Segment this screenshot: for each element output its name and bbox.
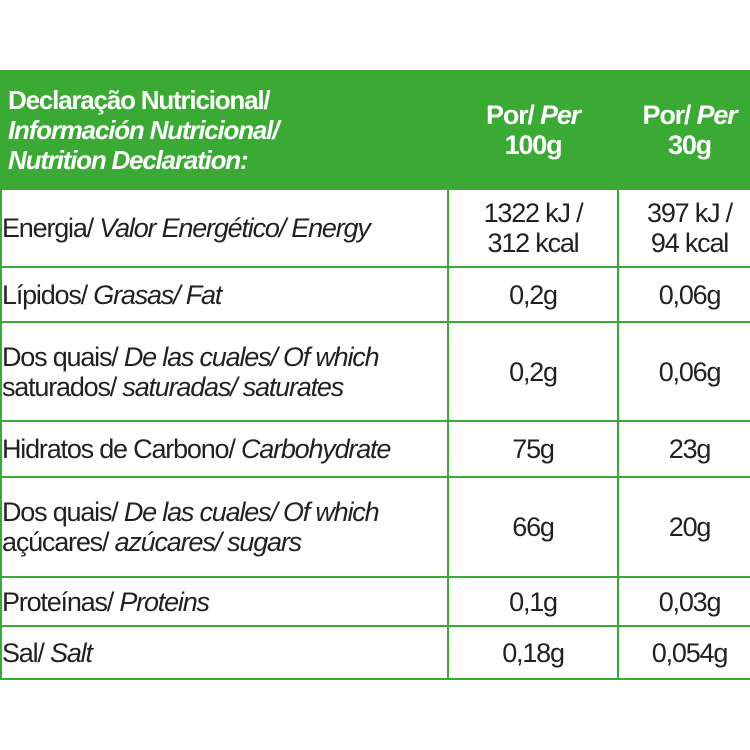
row-value: 0,06g: [617, 321, 750, 422]
header-per-line: Por/ Per: [619, 100, 750, 130]
header-per: Per: [540, 100, 581, 130]
label-line: Energia/ Valor Energético/ Energy: [2, 213, 447, 243]
header-label: Declaração Nutricional/Información Nutri…: [0, 70, 449, 190]
row-label: Dos quais/ De las cuales/ Of which satura…: [0, 321, 449, 422]
label-pt: Sal/: [2, 637, 51, 668]
value-line: 0,06g: [658, 356, 722, 387]
label-pt: saturados/: [2, 371, 123, 402]
value-line: 94 kcal: [650, 228, 729, 258]
label-line: Dos quais/ De las cuales/ Of which: [2, 497, 447, 527]
row-value: 1322 kJ /312 kcal: [447, 188, 619, 268]
value-line: 0,054g: [651, 637, 729, 668]
label-line: Dos quais/ De las cuales/ Of which: [2, 342, 447, 372]
label-line: saturados/ saturadas/ saturates: [2, 372, 447, 402]
label-pt: Energia/: [2, 213, 100, 243]
label-translation: De las cuales/ Of which: [123, 497, 380, 527]
header-title-line: Información Nutricional/: [8, 115, 279, 145]
label-pt: Hidratos de Carbono/: [2, 434, 241, 464]
label-pt: Dos quais/: [2, 341, 124, 372]
table-row: Dos quais/ De las cuales/ Of which açúcar…: [0, 476, 750, 578]
table-row: Proteínas/ Proteins 0,1g 0,03g: [0, 576, 750, 627]
value-line: 75g: [512, 434, 555, 464]
nutrition-table: Declaração Nutricional/Información Nutri…: [0, 70, 750, 680]
row-value: 0,06g: [617, 266, 750, 323]
value-line: 20g: [668, 512, 712, 542]
table: Declaração Nutricional/Información Nutri…: [0, 70, 750, 680]
value-line: 397 kJ /: [647, 198, 733, 228]
row-value: 397 kJ /94 kcal: [617, 188, 750, 268]
row-label: Hidratos de Carbono/ Carbohydrate: [0, 420, 449, 478]
label-translation: Carbohydrate: [240, 434, 391, 464]
row-label: Sal/ Salt: [0, 625, 449, 680]
header-column: Por/ Per 30g: [617, 70, 750, 190]
label-line: Hidratos de Carbono/ Carbohydrate: [2, 434, 447, 464]
row-value: 0,2g: [447, 321, 619, 422]
row-label: Energia/ Valor Energético/ Energy: [0, 188, 449, 268]
label-translation: De las cuales/ Of which: [123, 341, 380, 372]
label-pt: açúcares/: [2, 527, 115, 557]
header-amount: 30g: [668, 130, 712, 160]
header-title-line: Declaração Nutricional/: [8, 85, 271, 115]
header-row: Declaração Nutricional/Información Nutri…: [0, 70, 750, 190]
table-body: Energia/ Valor Energético/ Energy 1322 kJ…: [0, 188, 750, 680]
row-value: 66g: [447, 476, 619, 578]
value-line: 0,18g: [502, 637, 565, 668]
row-value: 23g: [617, 420, 750, 478]
row-label: Proteínas/ Proteins: [0, 576, 449, 627]
value-line: 0,03g: [658, 586, 722, 617]
value-line: 66g: [512, 512, 555, 542]
table-row: Sal/ Salt 0,18g 0,054g: [0, 625, 750, 680]
label-pt: Dos quais/: [2, 497, 124, 527]
value-line: 1322 kJ /: [483, 198, 584, 228]
label-line: Sal/ Salt: [2, 638, 447, 668]
row-value: 0,054g: [617, 625, 750, 680]
header-por: Por/: [642, 100, 697, 130]
table-row: Lípidos/ Grasas/ Fat 0,2g 0,06g: [0, 266, 750, 323]
value-line: 0,2g: [509, 356, 558, 387]
label-line: Lípidos/ Grasas/ Fat: [2, 280, 447, 310]
label-pt: Proteínas/: [2, 586, 120, 617]
label-pt: Lípidos/: [2, 279, 94, 310]
header-title-line: Nutrition Declaration:: [8, 145, 249, 175]
header-per-line: Por/ Per: [449, 100, 617, 130]
row-label: Dos quais/ De las cuales/ Of which açúcar…: [0, 476, 449, 578]
value-line: 0,06g: [658, 279, 722, 310]
header-column: Por/ Per 100g: [447, 70, 619, 190]
row-label: Lípidos/ Grasas/ Fat: [0, 266, 449, 323]
label-line: Proteínas/ Proteins: [2, 587, 447, 617]
label-line: açúcares/ azúcares/ sugars: [2, 527, 447, 557]
label-translation: saturadas/ saturates: [122, 371, 344, 402]
header-por: Por/: [486, 100, 541, 130]
row-value: 75g: [447, 420, 619, 478]
value-line: 0,1g: [509, 586, 558, 617]
label-translation: azúcares/ sugars: [114, 527, 303, 557]
row-value: 0,2g: [447, 266, 619, 323]
value-line: 0,2g: [509, 279, 558, 310]
row-value: 20g: [617, 476, 750, 578]
header-amount: 100g: [504, 130, 563, 160]
label-translation: Grasas/ Fat: [93, 279, 222, 310]
value-line: 312 kcal: [487, 228, 580, 258]
row-value: 0,18g: [447, 625, 619, 680]
header-per: Per: [696, 100, 738, 130]
table-row: Dos quais/ De las cuales/ Of which satura…: [0, 321, 750, 422]
label-translation: Proteins: [119, 586, 210, 617]
label-translation: Valor Energético/ Energy: [99, 213, 371, 243]
label-translation: Salt: [50, 637, 93, 668]
row-value: 0,03g: [617, 576, 750, 627]
value-line: 23g: [668, 434, 712, 464]
table-row: Hidratos de Carbono/ Carbohydrate 75g 23g: [0, 420, 750, 478]
row-value: 0,1g: [447, 576, 619, 627]
table-row: Energia/ Valor Energético/ Energy 1322 kJ…: [0, 188, 750, 268]
